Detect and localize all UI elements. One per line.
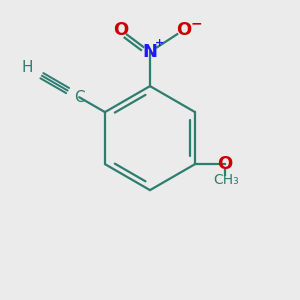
- Text: O: O: [217, 155, 232, 173]
- Text: O: O: [177, 21, 192, 39]
- Text: −: −: [191, 16, 203, 30]
- Text: N: N: [142, 43, 158, 61]
- Text: +: +: [155, 38, 164, 48]
- Text: CH₃: CH₃: [214, 172, 239, 187]
- Text: C: C: [74, 90, 85, 105]
- Text: H: H: [22, 60, 34, 75]
- Text: O: O: [113, 21, 128, 39]
